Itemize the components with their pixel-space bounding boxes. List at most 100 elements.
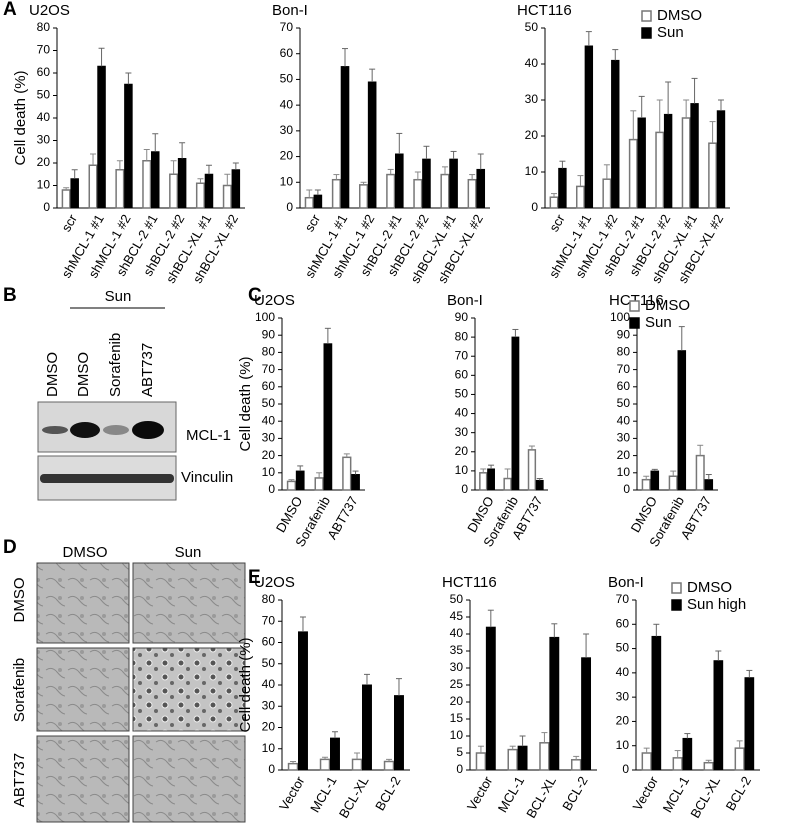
bar (744, 677, 755, 771)
chart-title: Bon-I (272, 2, 308, 19)
bar (204, 173, 214, 209)
x-tick-label: BCL-2 (372, 774, 403, 813)
bar (655, 131, 665, 209)
y-tick-label: 70 (262, 613, 276, 627)
y-tick-label: 100 (610, 310, 630, 324)
y-tick-label: 40 (617, 413, 631, 427)
y-axis-label: Cell death (%) (237, 356, 254, 451)
bar (295, 470, 305, 491)
micrograph (132, 735, 246, 823)
y-tick-label: 30 (616, 689, 630, 703)
y-tick-label: 10 (262, 741, 276, 755)
legend-swatch (629, 317, 640, 329)
bar (287, 762, 299, 771)
bar (319, 758, 331, 771)
y-tick-label: 10 (280, 174, 294, 188)
y-tick-label: 40 (455, 406, 469, 420)
bar (449, 158, 458, 209)
x-tick-label: scr (301, 211, 323, 234)
y-tick-label: 30 (262, 698, 276, 712)
y-tick-label: 80 (617, 345, 631, 359)
y-tick-label: 20 (525, 128, 539, 142)
micrograph (132, 647, 246, 732)
bar (342, 456, 352, 491)
bar (479, 472, 488, 491)
bar (690, 103, 699, 209)
bar (704, 479, 714, 491)
chart-title: HCT116 (442, 574, 497, 591)
x-tick-label: MCL-1 (495, 774, 527, 815)
legend-swatch (641, 10, 652, 22)
bar (570, 759, 582, 771)
micrograph (132, 562, 246, 644)
bar (637, 117, 646, 209)
bar (422, 158, 431, 209)
x-tick-label: BCL-2 (723, 774, 754, 813)
bar (602, 178, 612, 209)
bar (298, 631, 308, 771)
blot-band (40, 474, 174, 483)
lane-label: DMSO (75, 352, 92, 397)
y-tick-label: 40 (37, 110, 51, 124)
y-axis-label: Cell death (%) (237, 637, 254, 732)
y-tick-label: 50 (262, 396, 276, 410)
legend-label: DMSO (645, 297, 690, 314)
y-tick-label: 10 (525, 164, 539, 178)
panel-letter: B (3, 285, 17, 306)
blot-band (70, 422, 100, 438)
y-tick-label: 30 (262, 431, 276, 445)
bar (61, 189, 71, 209)
bar (330, 737, 340, 771)
y-tick-label: 0 (268, 762, 275, 776)
bar (88, 164, 98, 209)
y-tick-label: 40 (616, 665, 630, 679)
bar (475, 752, 487, 771)
bar (467, 178, 477, 209)
bar (142, 160, 152, 209)
y-tick-label: 0 (461, 482, 468, 496)
y-tick-label: 60 (616, 616, 630, 630)
y-tick-label: 70 (455, 348, 469, 362)
y-axis-label: Cell death (%) (12, 70, 29, 165)
micrographs: DMSO Sun DMSO Sorafenib ABT737 (11, 544, 246, 823)
y-tick-label: 20 (455, 444, 469, 458)
bar (115, 169, 125, 209)
y-tick-label: 35 (450, 643, 464, 657)
bar (177, 158, 187, 209)
bar (314, 477, 324, 491)
y-tick-label: 100 (255, 310, 275, 324)
legend-label: DMSO (687, 579, 732, 596)
y-tick-label: 30 (450, 660, 464, 674)
bar (527, 449, 537, 491)
bar (581, 657, 592, 771)
x-tick-label: Vector (464, 773, 496, 813)
blot-band (42, 426, 68, 434)
bar (558, 167, 567, 209)
y-tick-label: 45 (450, 609, 464, 623)
x-tick-label: BCL-XL (336, 774, 372, 821)
y-tick-label: 25 (450, 677, 464, 691)
bar (124, 83, 133, 209)
y-tick-label: 30 (280, 123, 294, 137)
bar (440, 173, 450, 209)
bar (367, 81, 377, 209)
bar (507, 748, 518, 771)
y-tick-label: 20 (280, 149, 294, 163)
bar (394, 695, 404, 771)
bar (708, 142, 718, 209)
lane-label: ABT737 (139, 343, 156, 397)
x-tick-label: MCL-1 (660, 774, 692, 815)
y-tick-label: 10 (262, 465, 276, 479)
y-tick-label: 10 (616, 738, 630, 752)
bar (485, 626, 496, 771)
bar (549, 196, 559, 209)
y-tick-label: 60 (262, 379, 276, 393)
bar (734, 747, 745, 771)
bar (628, 138, 638, 209)
y-tick-label: 10 (617, 465, 631, 479)
bar (682, 737, 693, 771)
row-label: ABT737 (11, 753, 28, 807)
bar (668, 475, 678, 491)
y-tick-label: 10 (455, 463, 469, 477)
